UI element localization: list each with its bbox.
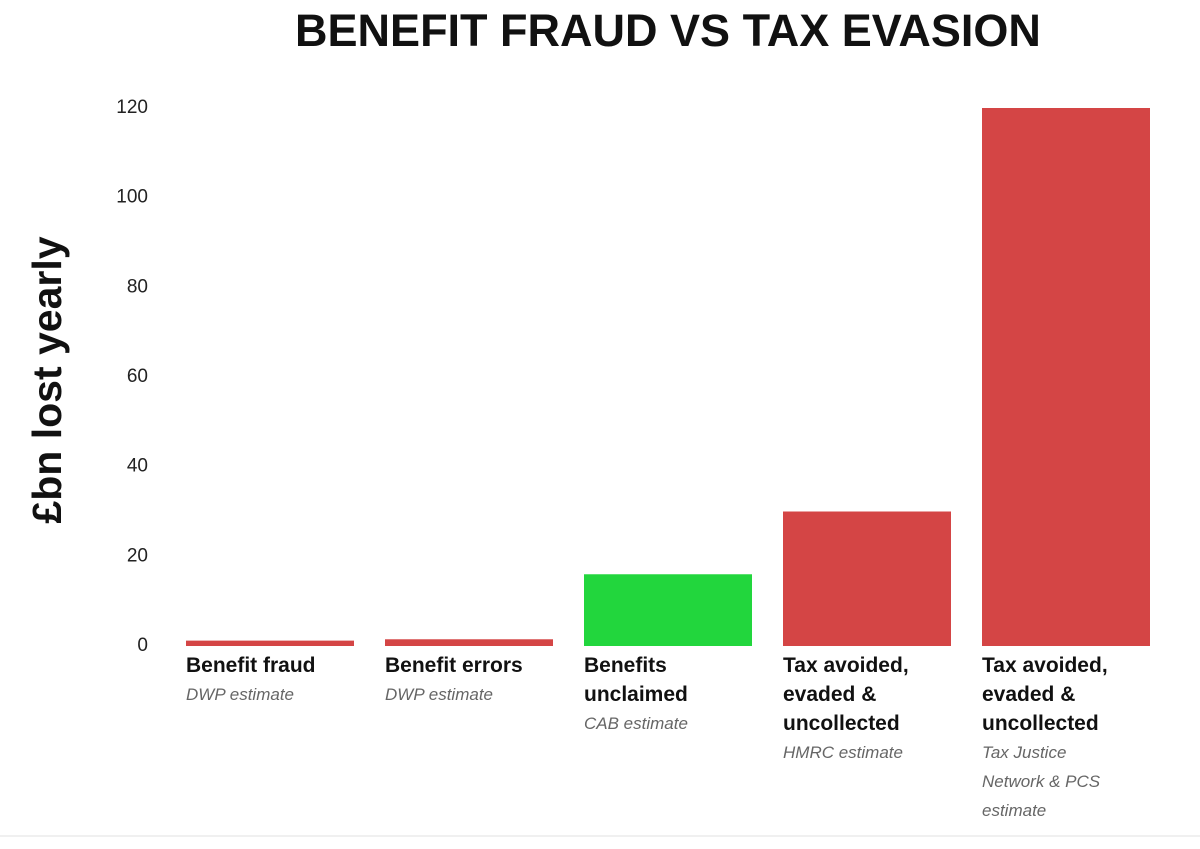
y-axis-label: £bn lost yearly bbox=[24, 236, 70, 523]
y-tick-label: 0 bbox=[137, 635, 148, 656]
x-tick-label: Benefit errors bbox=[385, 654, 523, 677]
bar bbox=[186, 640, 354, 646]
source-label: HMRC estimate bbox=[783, 743, 903, 762]
y-tick-label: 40 bbox=[127, 456, 148, 477]
source-label: DWP estimate bbox=[186, 685, 295, 704]
x-tick-label: Tax avoided, evaded & uncollected bbox=[783, 654, 909, 735]
x-tick-label: Benefit fraud bbox=[186, 654, 316, 677]
source-label: DWP estimate bbox=[385, 685, 494, 704]
source-label: Tax Justice Network & PCS estimate bbox=[982, 743, 1101, 820]
bar bbox=[385, 639, 553, 646]
x-tick-label: Tax avoided, evaded & uncollected bbox=[982, 654, 1108, 735]
bar bbox=[783, 511, 951, 646]
chart-title: BENEFIT FRAUD VS TAX EVASION bbox=[295, 5, 1041, 56]
y-tick-label: 60 bbox=[127, 366, 148, 387]
y-tick-label: 80 bbox=[127, 276, 148, 297]
source-label: CAB estimate bbox=[584, 714, 688, 733]
x-tick-label: Benefits unclaimed bbox=[584, 654, 688, 706]
bar bbox=[584, 574, 752, 646]
bar bbox=[982, 108, 1150, 646]
y-tick-label: 20 bbox=[127, 545, 148, 566]
y-tick-label: 100 bbox=[116, 187, 148, 208]
y-tick-label: 120 bbox=[116, 97, 148, 118]
